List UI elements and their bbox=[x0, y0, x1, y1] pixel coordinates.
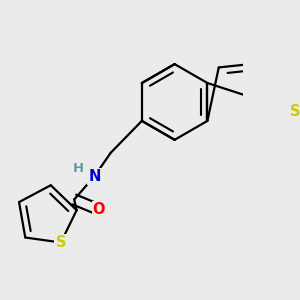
Text: S: S bbox=[56, 235, 66, 250]
Text: S: S bbox=[290, 104, 300, 119]
Text: O: O bbox=[93, 202, 105, 217]
Text: N: N bbox=[88, 169, 101, 184]
Text: H: H bbox=[73, 162, 84, 176]
